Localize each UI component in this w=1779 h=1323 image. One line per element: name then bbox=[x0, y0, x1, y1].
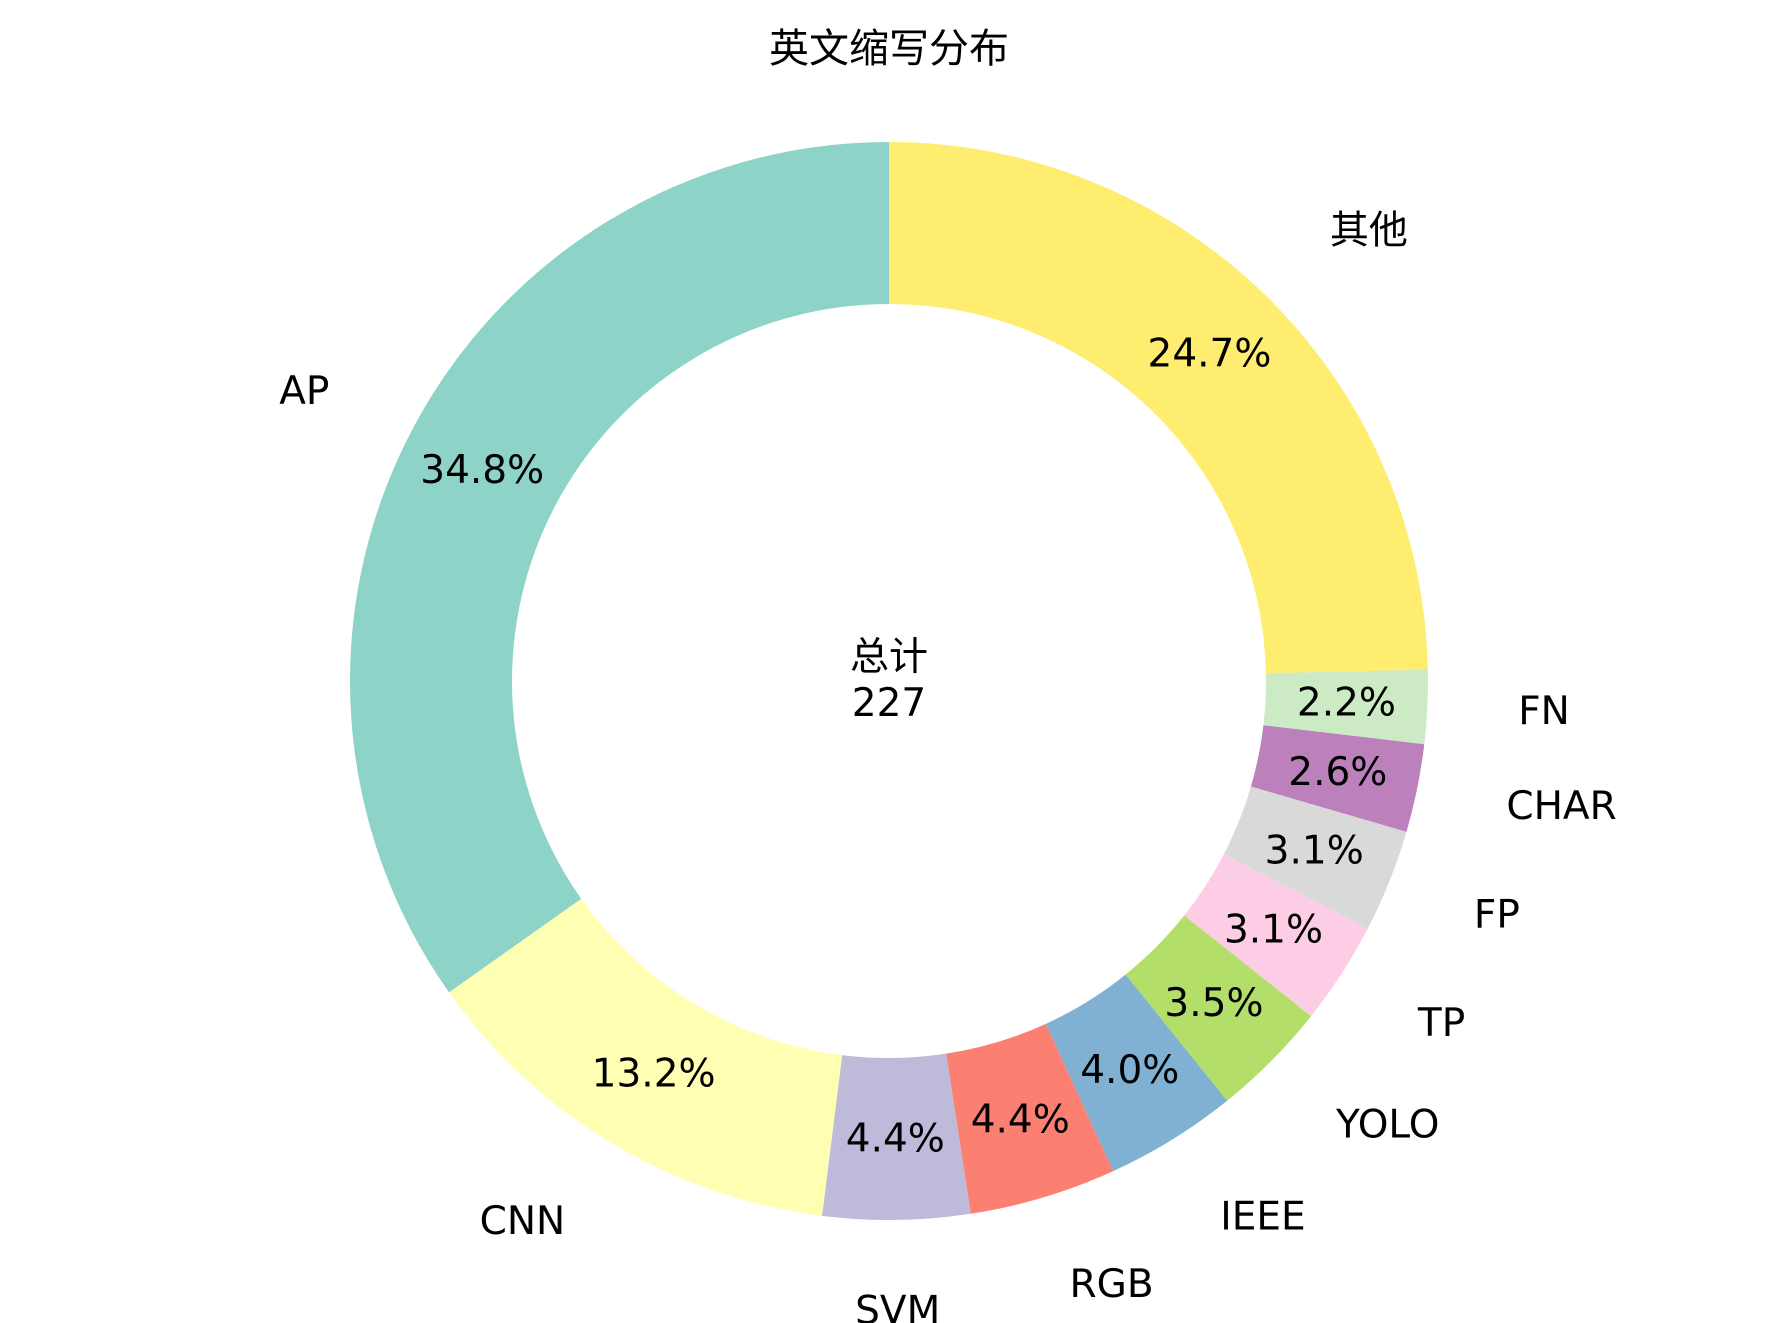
percent-label-ieee: 4.0% bbox=[1080, 1048, 1179, 1093]
category-label-other-0: 其他 bbox=[1330, 208, 1408, 253]
percent-label-ap: 34.8% bbox=[420, 448, 544, 493]
category-label-ieee: IEEE bbox=[1220, 1194, 1305, 1239]
slice-ieee bbox=[1045, 974, 1228, 1172]
percent-label-other-0: 24.7% bbox=[1148, 331, 1272, 376]
percent-label-cnn: 13.2% bbox=[592, 1051, 716, 1096]
category-label-rgb: RGB bbox=[1070, 1262, 1154, 1307]
percent-label-svm: 4.4% bbox=[846, 1116, 945, 1161]
slice-cnn bbox=[449, 898, 843, 1216]
category-label-fn: FN bbox=[1518, 689, 1570, 734]
percent-label-rgb: 4.4% bbox=[971, 1097, 1070, 1142]
category-label-char: CHAR bbox=[1506, 784, 1616, 829]
category-label-svm: SVM bbox=[855, 1288, 940, 1323]
percent-labels-group: 24.7%2.2%2.6%3.1%3.1%3.5%4.0%4.4%4.4%13.… bbox=[420, 331, 1396, 1161]
slice-ap bbox=[350, 142, 889, 993]
slice-fn bbox=[1263, 669, 1428, 745]
slice-fp bbox=[1223, 786, 1407, 929]
slice-tp bbox=[1184, 854, 1368, 1017]
center-total-value: 227 bbox=[852, 681, 926, 726]
center-total-label: 总计 bbox=[850, 635, 928, 680]
category-label-fp: FP bbox=[1474, 893, 1520, 938]
slice-yolo bbox=[1125, 915, 1312, 1101]
percent-label-fn: 2.2% bbox=[1297, 681, 1396, 726]
percent-label-tp: 3.1% bbox=[1224, 907, 1323, 952]
slice-svm bbox=[822, 1053, 971, 1221]
percent-label-yolo: 3.5% bbox=[1164, 981, 1263, 1026]
category-label-tp: TP bbox=[1417, 1001, 1465, 1046]
slice-char bbox=[1250, 725, 1425, 832]
percent-label-char: 2.6% bbox=[1288, 750, 1387, 795]
slice-rgb bbox=[946, 1023, 1114, 1214]
percent-label-fp: 3.1% bbox=[1265, 829, 1364, 874]
category-label-cnn: CNN bbox=[480, 1199, 566, 1244]
slice-other-0 bbox=[889, 142, 1428, 674]
category-label-ap: AP bbox=[279, 369, 329, 414]
chart-title: 英文缩写分布 bbox=[769, 26, 1009, 72]
slices-group bbox=[350, 142, 1428, 1221]
category-label-yolo: YOLO bbox=[1335, 1102, 1439, 1147]
category-labels-group: 其他 FN CHAR FP TP YOLO IEEE RGB SVM CNN AP bbox=[279, 208, 1616, 1323]
